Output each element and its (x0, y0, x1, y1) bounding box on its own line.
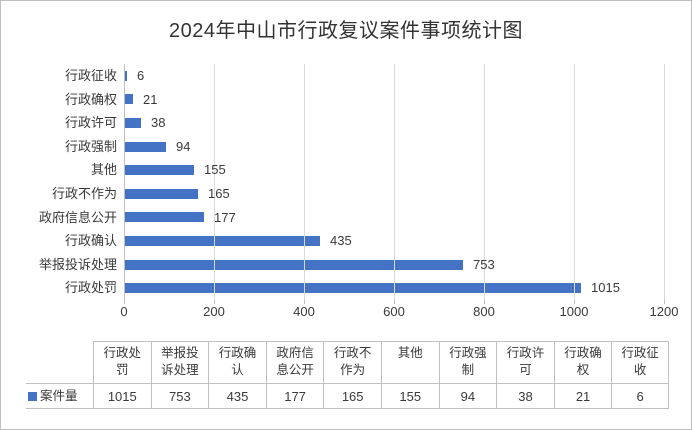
category-label: 行政确认 (64, 233, 117, 248)
category-label: 行政许可 (64, 115, 117, 130)
category-label: 行政不作为 (51, 186, 117, 201)
bar-value-label: 155 (204, 162, 226, 177)
table-header-其他: 其他 (380, 341, 439, 383)
table-header-行政许可: 行政许可 (496, 341, 554, 383)
bar-value-label: 94 (176, 139, 191, 154)
value-tick-label: 0 (120, 304, 128, 319)
bar-行政许可 (124, 118, 141, 128)
category-label: 行政确权 (64, 92, 117, 107)
chart-title: 2024年中山市行政复议案件事项统计图 (169, 20, 523, 42)
gridline (394, 64, 395, 300)
series-name-label: 案件量 (40, 389, 78, 403)
tickmark (664, 300, 665, 304)
table-header-行政确认: 行政确认 (208, 341, 266, 383)
table-header-行政征收: 行政征收 (611, 341, 669, 383)
bar-value-label: 177 (214, 210, 236, 225)
value-tick-label: 200 (203, 304, 225, 319)
category-label: 行政强制 (64, 139, 117, 154)
bar-政府信息公开 (124, 212, 204, 222)
plot-area: 6 21 38 94 155 165 177 435 753 1015 (124, 64, 665, 304)
bar-value-label: 1015 (591, 280, 620, 295)
table-header-行政不作为: 行政不 作为 (323, 341, 381, 383)
gridline (304, 64, 305, 300)
category-label: 行政处罚 (64, 280, 117, 295)
table-value-cell: 21 (553, 383, 612, 409)
category-label: 政府信息公开 (38, 210, 117, 225)
category-axis: 行政征收行政确权行政许可行政强制其他行政不作为政府信息公开行政确认举报投诉处理行… (1, 64, 117, 300)
tickmark (394, 300, 395, 304)
table-value-cell: 165 (323, 383, 381, 409)
table-header-举报投诉处理: 举报投 诉处理 (150, 341, 209, 383)
bar-举报投诉处理 (124, 260, 463, 270)
value-axis: 0 200 400 600 800 1000 1200 (1, 304, 691, 322)
gridline (574, 64, 575, 300)
category-label: 其他 (90, 162, 117, 177)
bar-value-label: 753 (473, 257, 495, 272)
bar-行政不作为 (124, 189, 198, 199)
value-tick-label: 400 (293, 304, 315, 319)
table-header-行政确权: 行政确权 (553, 341, 612, 383)
table-header-行政强制: 行政强制 (438, 341, 497, 383)
bar-value-label: 38 (151, 115, 166, 130)
tickmark (484, 300, 485, 304)
bar-value-label: 21 (143, 92, 158, 107)
table-corner-cell (26, 341, 93, 383)
bar-value-label: 6 (137, 68, 145, 83)
value-tick-label: 600 (383, 304, 405, 319)
table-header-行政处罚: 行政处罚 (93, 341, 151, 383)
bar-value-label: 435 (330, 233, 352, 248)
table-value-cell: 155 (380, 383, 439, 409)
value-tick-label: 800 (473, 304, 495, 319)
bar-行政确权 (124, 94, 133, 104)
value-tick-label: 1200 (649, 304, 679, 319)
table-value-cell: 435 (208, 383, 266, 409)
table-row-header: 案件量 (26, 383, 93, 409)
gridline (484, 64, 485, 300)
bar-行政处罚 (124, 283, 581, 293)
tickmark (304, 300, 305, 304)
data-table: 行政处罚举报投 诉处理 行政确认政府信 息公开 行政不 作为 其他 行政强制行政许可行政确权行… (26, 341, 669, 409)
table-value-cell: 1015 (93, 383, 151, 409)
table-value-cell: 753 (150, 383, 209, 409)
table-value-cell: 94 (438, 383, 497, 409)
tickmark (214, 300, 215, 304)
table-value-cell: 177 (265, 383, 324, 409)
legend-key-icon (28, 392, 37, 401)
tickmark (124, 300, 125, 304)
table-value-cell: 6 (611, 383, 669, 409)
category-label: 举报投诉处理 (38, 257, 117, 272)
bar-value-label: 165 (208, 186, 230, 201)
bar-行政确认 (124, 236, 320, 246)
gridline (214, 64, 215, 300)
bar-其他 (124, 165, 194, 175)
table-value-cell: 38 (496, 383, 554, 409)
bar-行政征收 (124, 71, 127, 81)
tickmark (574, 300, 575, 304)
category-label: 行政征收 (64, 68, 117, 83)
category-axis-line (124, 64, 125, 300)
bar-行政强制 (124, 142, 166, 152)
gridline (664, 64, 665, 300)
value-tick-label: 1000 (559, 304, 589, 319)
table-header-政府信息公开: 政府信 息公开 (265, 341, 324, 383)
